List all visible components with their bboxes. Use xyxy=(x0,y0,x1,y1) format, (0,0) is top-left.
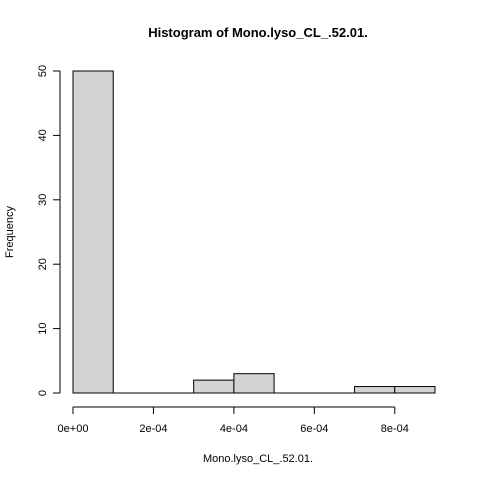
y-tick-label: 50 xyxy=(37,65,49,77)
histogram-bar xyxy=(394,386,436,394)
y-axis: 0 10 20 30 40 50 xyxy=(37,65,61,396)
histogram-bar xyxy=(354,386,396,394)
x-tick-label: 4e-04 xyxy=(220,423,248,435)
x-axis: 0e+00 2e-04 4e-04 6e-04 8e-04 xyxy=(58,406,409,435)
x-tick-label: 6e-04 xyxy=(300,423,328,435)
y-tick-label: 10 xyxy=(37,322,49,334)
y-tick-label: 40 xyxy=(37,129,49,141)
y-tick-label: 0 xyxy=(37,390,49,396)
bars-group xyxy=(72,70,436,394)
y-tick-label: 20 xyxy=(37,258,49,270)
histogram-bar xyxy=(193,379,235,394)
chart-title: Histogram of Mono.lyso_CL_.52.01. xyxy=(148,25,368,40)
x-tick-label: 8e-04 xyxy=(381,423,409,435)
histogram-bar xyxy=(233,373,275,394)
x-tick-label: 0e+00 xyxy=(58,423,89,435)
y-tick-label: 30 xyxy=(37,194,49,206)
x-axis-label: Mono.lyso_CL_.52.01. xyxy=(203,453,313,465)
y-axis-label: Frequency xyxy=(4,206,16,258)
histogram-bar xyxy=(72,70,114,394)
x-tick-label: 2e-04 xyxy=(139,423,167,435)
